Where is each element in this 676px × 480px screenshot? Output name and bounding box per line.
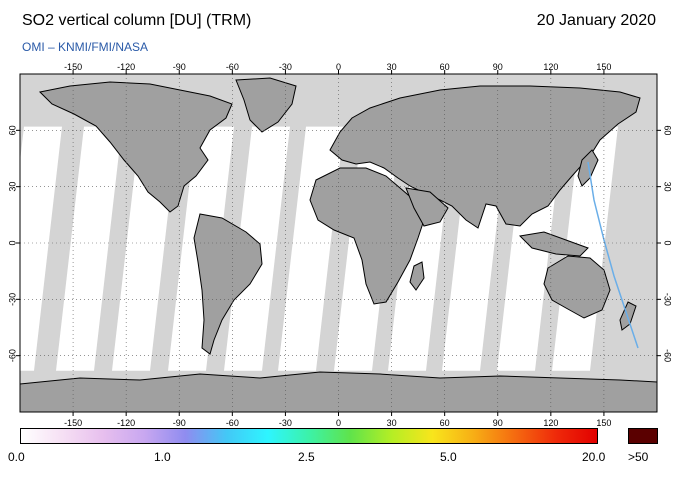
lon-label-bottom: -150 [64, 418, 82, 428]
north-america [38, 81, 233, 213]
lon-label-top: 90 [493, 62, 503, 72]
lon-label-top: 150 [596, 62, 611, 72]
lon-label-top: 60 [440, 62, 450, 72]
lat-label-right: -60 [663, 349, 673, 362]
lon-label-top: 120 [543, 62, 558, 72]
data-swath [20, 126, 62, 371]
lat-label-right: 0 [663, 240, 673, 245]
axis-tick-labels: -150 -150 -120 -120 -90 -90 -60 -60 -30 -30 0 0 30 30… [7, 62, 672, 428]
lon-label-bottom: 0 [336, 418, 341, 428]
axis-ticks [16, 70, 661, 416]
lon-label-top: 30 [387, 62, 397, 72]
lon-label-bottom: 150 [596, 418, 611, 428]
lon-label-bottom: -60 [226, 418, 239, 428]
lon-label-top: -120 [117, 62, 135, 72]
south-america [193, 213, 263, 355]
grid-lines [20, 74, 657, 412]
chart-title: SO2 vertical column [DU] (TRM) [22, 12, 252, 29]
africa [309, 167, 427, 305]
lon-label-bottom: 90 [493, 418, 503, 428]
eurasia [329, 85, 641, 229]
lon-label-bottom: -120 [117, 418, 135, 428]
arabia [405, 187, 449, 227]
lon-label-bottom: -30 [279, 418, 292, 428]
colorbar-label-0: 0.0 [8, 450, 25, 464]
lon-label-top: -30 [279, 62, 292, 72]
lon-label-bottom: 120 [543, 418, 558, 428]
lon-label-top: -90 [173, 62, 186, 72]
colorbar [20, 428, 598, 444]
data-swath [56, 126, 122, 371]
lon-label-bottom: -90 [173, 418, 186, 428]
greenland [235, 77, 297, 133]
lat-label-right: 60 [663, 125, 673, 135]
lat-label-left: 30 [7, 182, 17, 192]
lat-label-right: 30 [663, 182, 673, 192]
so2-world-map: -150 -150 -120 -120 -90 -90 -60 -60 -30 -30 0 0 30 30… [7, 62, 672, 428]
madagascar [409, 261, 425, 291]
colorbar-label-3: 5.0 [440, 450, 457, 464]
indonesia [518, 231, 589, 257]
lon-label-bottom: 60 [440, 418, 450, 428]
lat-label-left: -30 [7, 293, 17, 306]
lon-label-top: 0 [336, 62, 341, 72]
lon-label-top: -60 [226, 62, 239, 72]
colorbar-label-4: 20.0 [582, 450, 606, 464]
credit-label: OMI – KNMI/FMI/NASA [22, 40, 149, 54]
lat-label-left: -60 [7, 349, 17, 362]
colorbar-label-1: 1.0 [154, 450, 171, 464]
lon-label-bottom: 30 [387, 418, 397, 428]
lat-label-left: 0 [7, 240, 17, 245]
colorbar-max-swatch [628, 428, 658, 444]
date-label: 20 January 2020 [536, 12, 656, 29]
australia [543, 255, 611, 319]
lat-label-left: 60 [7, 125, 17, 135]
colorbar-max-label: >50 [628, 450, 649, 464]
satellite-track [587, 161, 639, 349]
lat-label-right: -30 [663, 293, 673, 306]
lon-label-top: -150 [64, 62, 82, 72]
colorbar-label-2: 2.5 [298, 450, 315, 464]
